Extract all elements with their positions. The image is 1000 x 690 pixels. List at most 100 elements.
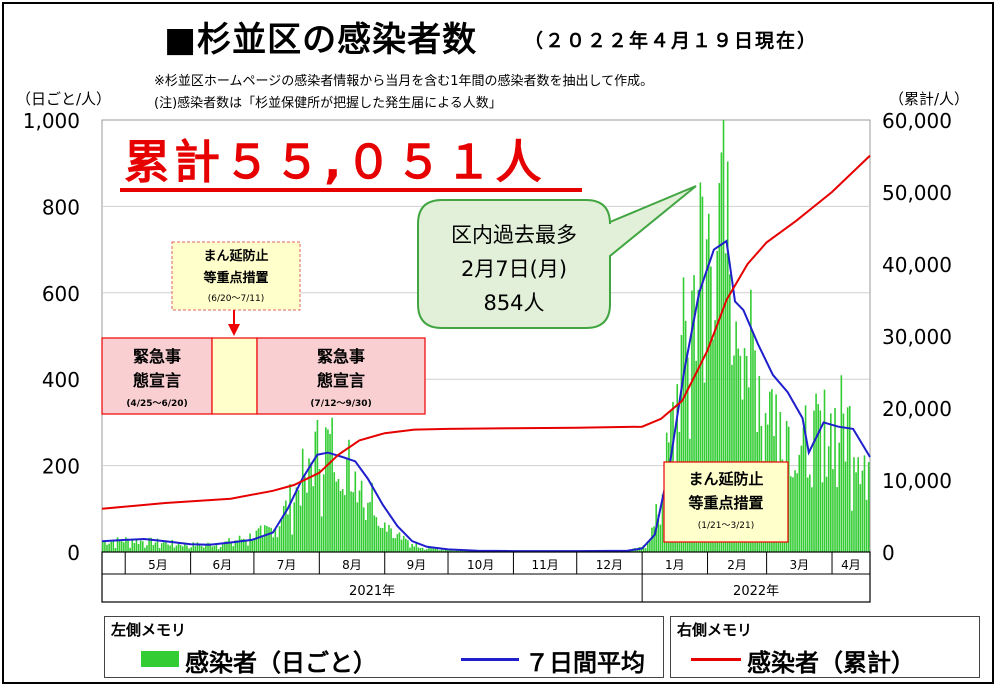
daily-bar [116,537,119,552]
daily-bar [350,491,352,552]
daily-bar [112,541,115,552]
right-tick-label: 50,000 [882,181,952,205]
daily-bar [827,446,830,552]
daily-bar [173,547,176,552]
daily-bar [712,339,714,552]
daily-bar [253,538,256,552]
daily-bar [360,480,363,552]
legend-cumulative-label: 感染者（累計） [747,649,915,677]
right-tick-label: 60,000 [882,109,952,133]
source-note: ※杉並区ホームページの感染者情報から当月を含む1年間の感染者数を抽出して作成。 [154,74,654,89]
daily-bar [238,535,241,552]
event-label-line: まん延防止 [203,248,268,264]
daily-bar [398,532,401,552]
daily-bar [838,442,841,552]
daily-bar [750,289,752,552]
daily-bar [735,321,737,552]
daily-bar [800,445,803,552]
daily-bar [811,487,813,552]
daily-bar [327,429,329,552]
event-label-line: まん延防止 [688,470,763,488]
daily-bar [642,545,645,552]
daily-bar [438,550,441,552]
daily-bar [276,537,279,552]
daily-bar [160,543,163,552]
daily-bar [388,524,390,552]
event-label-line: 等重点措置 [202,270,268,286]
daily-bar [646,541,649,552]
daily-bar [440,549,443,552]
daily-bar [339,491,342,552]
daily-bar [245,540,247,552]
daily-bar [636,549,639,552]
daily-bar [348,439,350,552]
daily-bar [287,514,289,552]
daily-bar [402,535,405,552]
peak-callout-line: 2月7日(月) [461,257,567,281]
daily-bar [834,408,836,552]
daily-bar [251,540,253,552]
daily-bar [691,290,693,552]
daily-bar [261,537,264,552]
daily-bar [739,355,742,552]
daily-bar [436,547,439,552]
page-title: ■杉並区の感染者数 [164,20,478,60]
daily-bar [150,537,152,552]
daily-bar [257,528,260,552]
right-tick-label: 30,000 [882,325,952,349]
daily-bar [102,542,104,552]
daily-bar [133,543,136,552]
daily-bar [804,405,807,552]
daily-bar [272,537,275,552]
event-emergency-1: 緊急事 態宣言 (4/25～6/20) [101,337,213,415]
chart-svg: 0 200 400 600 800 1,000 0 10,000 20,000 30,000 40,… [23,109,952,603]
daily-bar [188,548,190,552]
daily-bar [186,545,188,552]
daily-bar [224,541,226,552]
title-date: （２０２２年４月１９日現在） [524,30,819,52]
legend-right: 右側メモリ 感染者（累計） [670,616,980,678]
daily-bar [211,546,214,552]
daily-bar [447,549,449,552]
daily-bar [325,427,327,552]
daily-bar [649,539,651,552]
daily-bar [808,474,811,552]
daily-bar [278,526,281,552]
avg7-line [101,239,871,553]
daily-bar [737,348,740,552]
right-tick-label: 10,000 [882,469,952,493]
daily-bar [114,547,117,552]
daily-bar [203,547,205,552]
daily-bar [630,550,632,552]
cumulative-line [101,154,871,510]
peak-callout-line: 区内過去最多 [451,223,577,247]
event-label-line: 緊急事 [133,347,181,366]
daily-bar [352,492,354,552]
daily-bar [137,543,140,552]
daily-bar [259,525,262,552]
left-tick-label: 400 [42,368,80,392]
daily-bar [167,544,169,552]
daily-bar [817,404,819,552]
daily-bar [139,540,142,552]
daily-bar [720,152,723,553]
daily-bar [411,543,413,552]
daily-bar [444,549,447,552]
daily-bar [226,541,228,552]
daily-bar [383,522,386,552]
daily-bar [354,471,357,552]
daily-bar [365,519,367,552]
daily-bar [165,541,167,552]
daily-bar [135,539,138,552]
month-tick-label: 5月 [148,558,168,572]
daily-bar [705,239,708,552]
daily-bar [156,538,159,552]
daily-bar [392,538,394,552]
daily-bar [154,542,157,552]
daily-bar [787,426,790,552]
daily-bar [196,542,199,552]
left-tick-label: 1,000 [23,109,80,133]
month-tick-label: 6月 [212,558,232,572]
month-tick-label: 4月 [841,558,861,572]
left-tick-label: 600 [42,282,80,306]
